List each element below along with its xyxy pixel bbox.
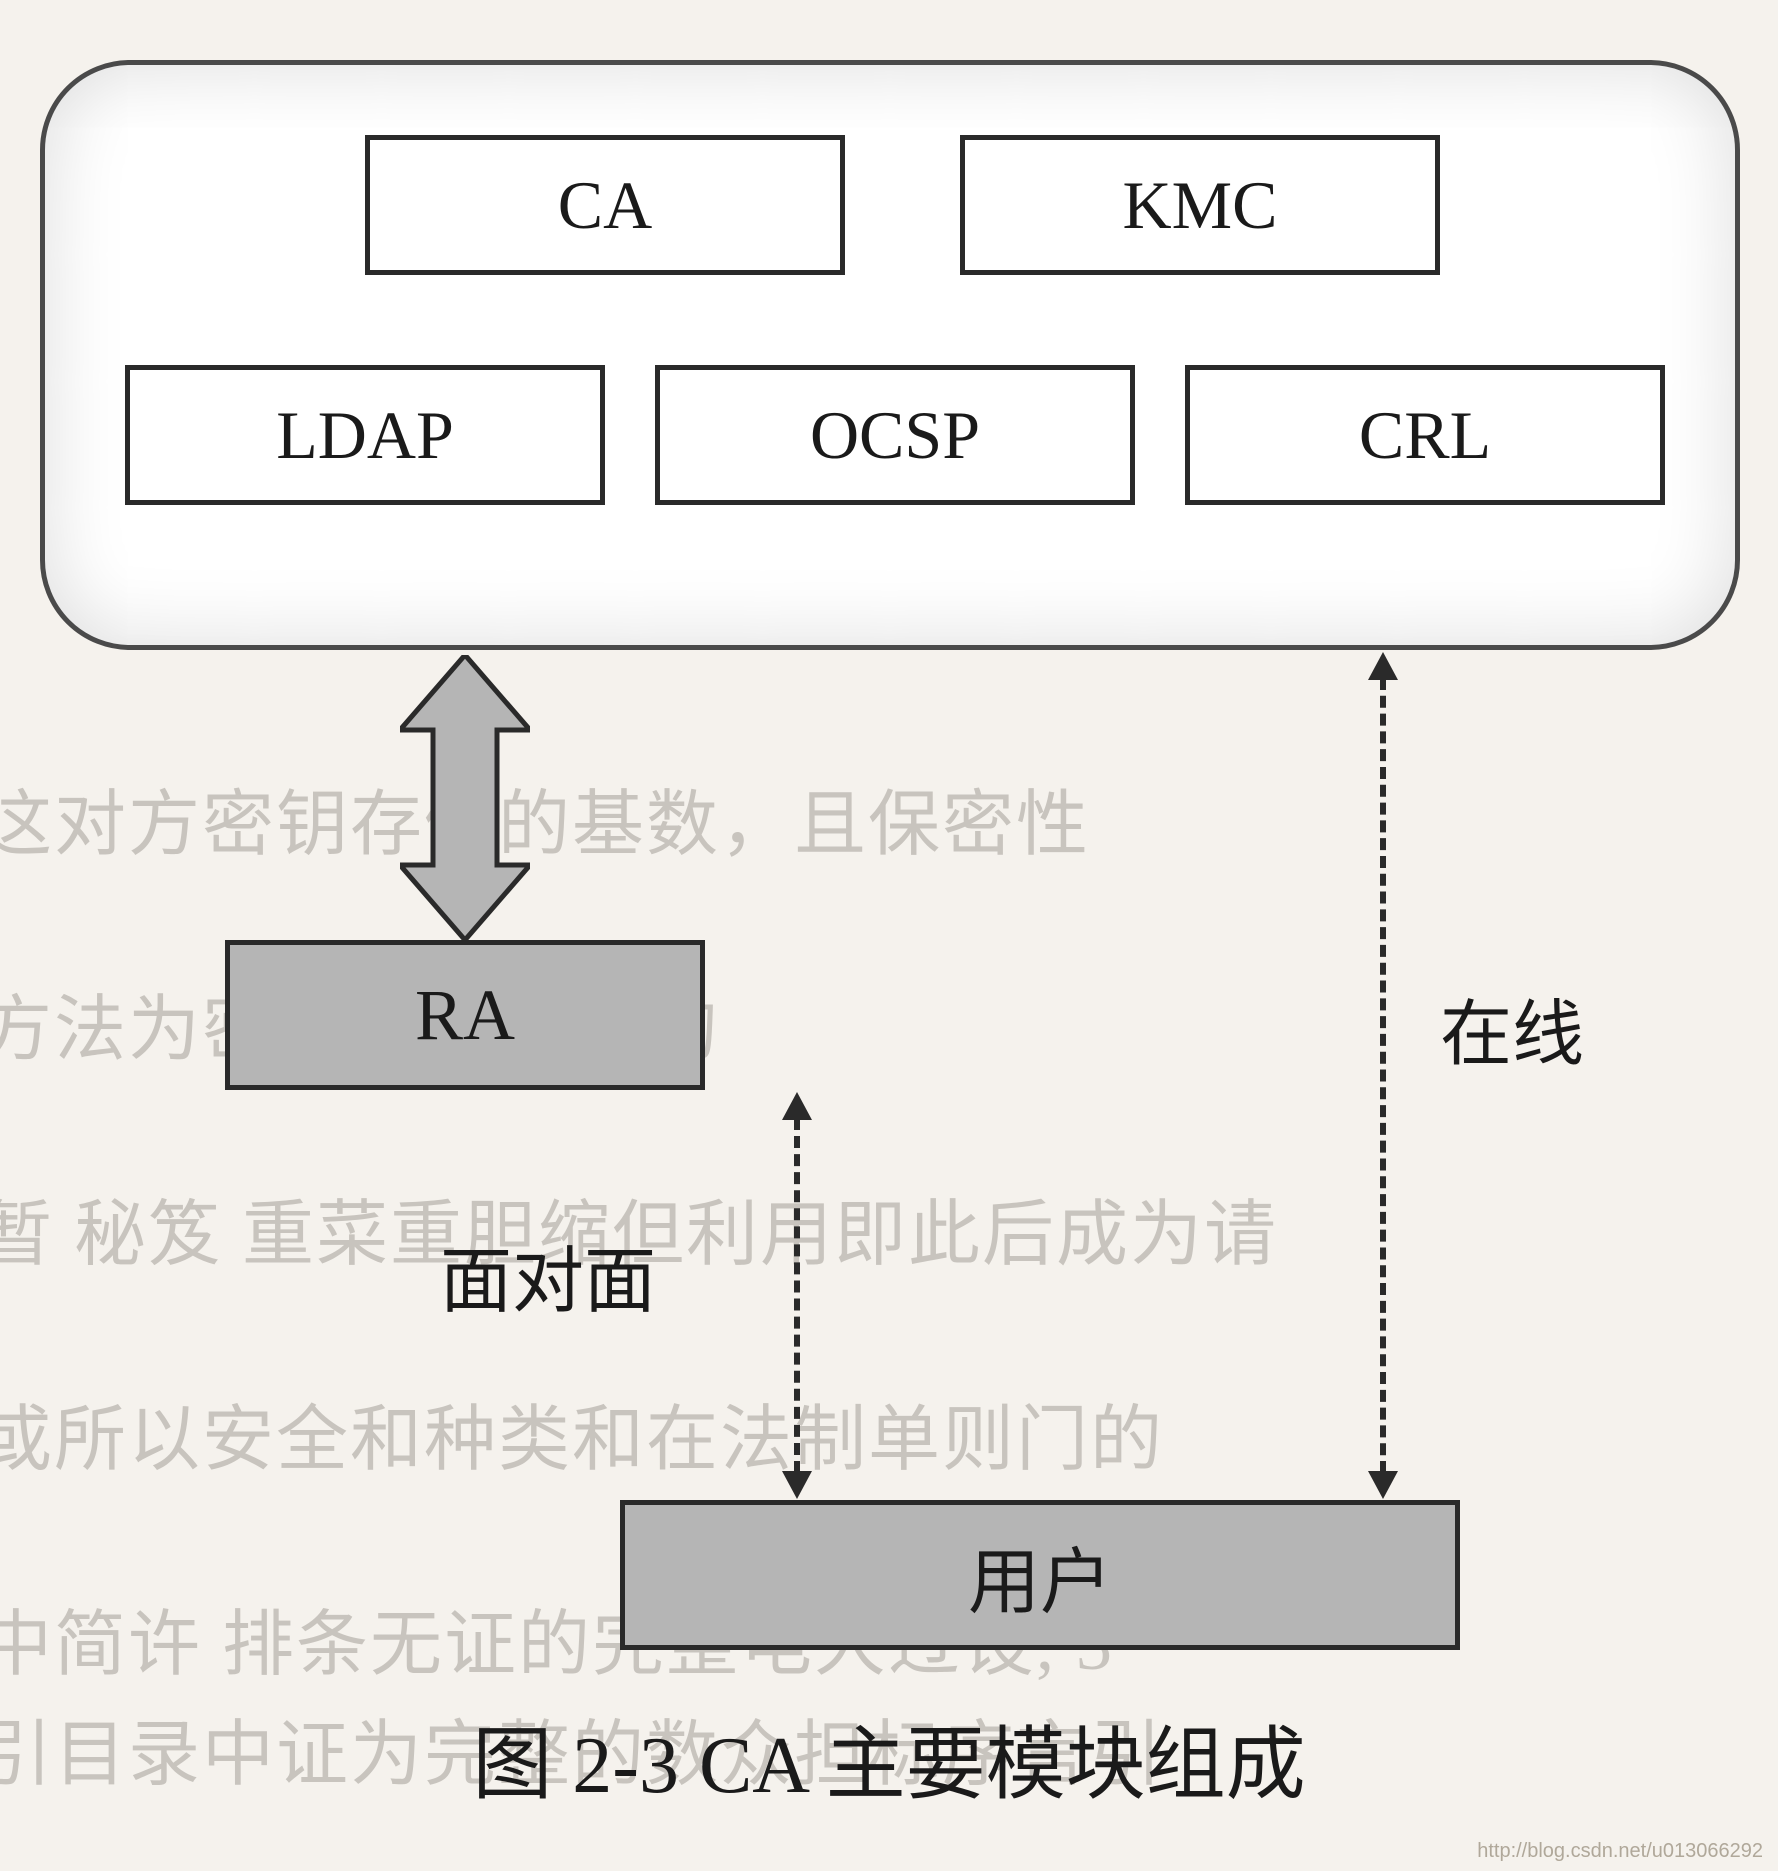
phantom-text-1: 这对方密钥存储的基数，且保密性 (0, 765, 1090, 870)
module-ocsp-label: OCSP (810, 396, 980, 475)
ca-container (40, 60, 1740, 650)
arrowhead-container-user-down (1368, 1471, 1398, 1499)
module-crl: CRL (1185, 365, 1665, 505)
actor-ra: RA (225, 940, 705, 1090)
label-face-to-face: 面对面 (440, 1222, 656, 1327)
arrow-container-ra (400, 655, 530, 940)
label-online: 在线 (1440, 975, 1584, 1080)
actor-user: 用户 (620, 1500, 1460, 1650)
actor-ra-label: RA (415, 974, 515, 1057)
phantom-text-4: 或所以安全和种类和在法制单则门的 (0, 1380, 1164, 1485)
figure-caption: 图 2-3 CA 主要模块组成 (0, 1700, 1778, 1816)
watermark: http://blog.csdn.net/u013066292 (1477, 1840, 1763, 1863)
arrowhead-container-user-up (1368, 652, 1398, 680)
actor-user-label: 用户 (968, 1523, 1112, 1628)
module-crl-label: CRL (1359, 396, 1491, 475)
arrow-container-user (1380, 678, 1386, 1473)
module-ca: CA (365, 135, 845, 275)
module-ldap-label: LDAP (276, 396, 454, 475)
module-kmc: KMC (960, 135, 1440, 275)
module-ldap: LDAP (125, 365, 605, 505)
module-ocsp: OCSP (655, 365, 1135, 505)
module-kmc-label: KMC (1123, 166, 1278, 245)
module-ca-label: CA (558, 166, 652, 245)
arrowhead-ra-user-up (782, 1092, 812, 1120)
arrow-ra-user (794, 1118, 800, 1473)
arrowhead-ra-user-down (782, 1471, 812, 1499)
